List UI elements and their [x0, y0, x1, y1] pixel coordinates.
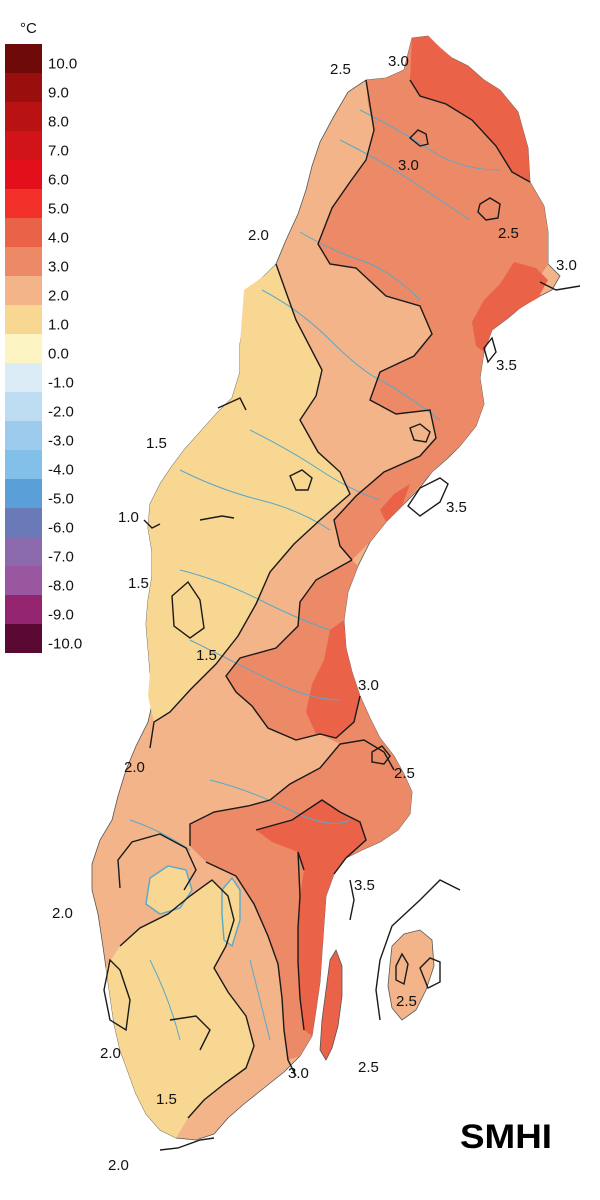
legend-swatch — [5, 537, 42, 566]
contour-label: 2.5 — [498, 225, 519, 242]
contour-label: 3.5 — [446, 499, 467, 516]
legend-label: -5.0 — [48, 491, 74, 508]
zone-4-5-coast-2 — [380, 484, 410, 522]
contour-label: 1.5 — [156, 1091, 177, 1108]
legend-swatch — [5, 218, 42, 247]
zone-3-4-central — [190, 560, 412, 1060]
legend-swatch — [5, 566, 42, 595]
contour-labels: 2.5 3.0 3.0 2.5 3.0 2.0 3.5 1.5 3.5 1.0 1.5 1.5 3.0 2… — [52, 53, 577, 1174]
zone-1-2-south — [106, 880, 254, 1138]
zone-1-2-west — [146, 264, 350, 722]
contour-label: 1.5 — [128, 575, 149, 592]
legend-swatch — [5, 44, 42, 73]
oland-island — [319, 949, 343, 1061]
legend-swatches: 10.0 9.0 8.0 7.0 6.0 5.0 4.0 3.0 2.0 1.0 0.0 -1.0 -2… — [5, 44, 82, 653]
legend-label: -2.0 — [48, 404, 74, 421]
legend-swatch — [5, 305, 42, 334]
legend-swatch — [5, 624, 42, 653]
legend-label: -9.0 — [48, 607, 74, 624]
legend-label: -10.0 — [48, 636, 82, 653]
legend-label: -6.0 — [48, 520, 74, 537]
zone-4-5-coast-1 — [472, 262, 548, 352]
contour-label: 1.0 — [118, 509, 139, 526]
zone-4-5-southeast — [256, 800, 366, 1036]
smhi-logo: SMHI — [460, 1118, 552, 1156]
legend-swatch — [5, 102, 42, 131]
legend-swatch — [5, 276, 42, 305]
legend-swatch — [5, 421, 42, 450]
legend-label: 0.0 — [48, 346, 69, 363]
rivers — [129, 109, 501, 1041]
legend-label: 4.0 — [48, 230, 69, 247]
contour-label: 3.0 — [556, 257, 577, 274]
legend-label: -8.0 — [48, 578, 74, 595]
contour-label: 2.0 — [100, 1045, 121, 1062]
legend-label: -4.0 — [48, 462, 74, 479]
legend-label: -1.0 — [48, 375, 74, 392]
sweden-map: 2.5 3.0 3.0 2.5 3.0 2.0 3.5 1.5 3.5 1.0 1.5 1.5 3.0 2… — [52, 35, 581, 1174]
contour-label: 2.0 — [52, 905, 73, 922]
contour-label: 2.5 — [358, 1059, 379, 1076]
legend-unit-label: °C — [20, 20, 37, 37]
legend-swatch — [5, 247, 42, 276]
zone-3-4-north — [318, 36, 548, 560]
isotherm-lines — [103, 79, 581, 1151]
legend-swatch — [5, 595, 42, 624]
legend-swatch — [5, 189, 42, 218]
contour-label: 2.0 — [108, 1157, 129, 1174]
legend-swatch — [5, 73, 42, 102]
color-legend: °C 10.0 9.0 8.0 7.0 6.0 5.0 4.0 3.0 2.0 1.0 0.0 -1.… — [5, 20, 82, 653]
contour-label: 2.0 — [248, 227, 269, 244]
legend-label: 8.0 — [48, 114, 69, 131]
legend-swatch — [5, 392, 42, 421]
legend-label: 10.0 — [48, 56, 77, 73]
contour-label: 2.5 — [396, 993, 417, 1010]
contour-label: 2.5 — [330, 61, 351, 78]
contour-label: 3.0 — [288, 1065, 309, 1082]
legend-label: 6.0 — [48, 172, 69, 189]
legend-swatch — [5, 450, 42, 479]
legend-label: -3.0 — [48, 433, 74, 450]
smhi-logo-text: SMHI — [460, 1118, 552, 1156]
contour-label: 1.5 — [196, 647, 217, 664]
legend-label: 2.0 — [48, 288, 69, 305]
contour-label: 3.0 — [358, 677, 379, 694]
legend-swatch — [5, 508, 42, 537]
contour-label: 3.5 — [496, 357, 517, 374]
contour-label: 3.5 — [354, 877, 375, 894]
zone-4-5-north-tip — [410, 36, 530, 182]
legend-swatch — [5, 363, 42, 392]
legend-swatch — [5, 160, 42, 189]
contour-label: 3.0 — [388, 53, 409, 70]
legend-label: 7.0 — [48, 143, 69, 160]
legend-label: 5.0 — [48, 201, 69, 218]
legend-swatch — [5, 131, 42, 160]
legend-swatch — [5, 479, 42, 508]
contour-label: 2.0 — [124, 759, 145, 776]
zone-4-5-coast-3 — [306, 620, 360, 738]
contour-label: 1.5 — [146, 435, 167, 452]
contour-label: 3.0 — [398, 157, 419, 174]
legend-label: 1.0 — [48, 317, 69, 334]
contour-label: 2.5 — [394, 765, 415, 782]
legend-label: -7.0 — [48, 549, 74, 566]
legend-swatch — [5, 334, 42, 363]
legend-label: 9.0 — [48, 85, 69, 102]
legend-label: 3.0 — [48, 259, 69, 276]
gotland-island — [387, 929, 435, 1021]
